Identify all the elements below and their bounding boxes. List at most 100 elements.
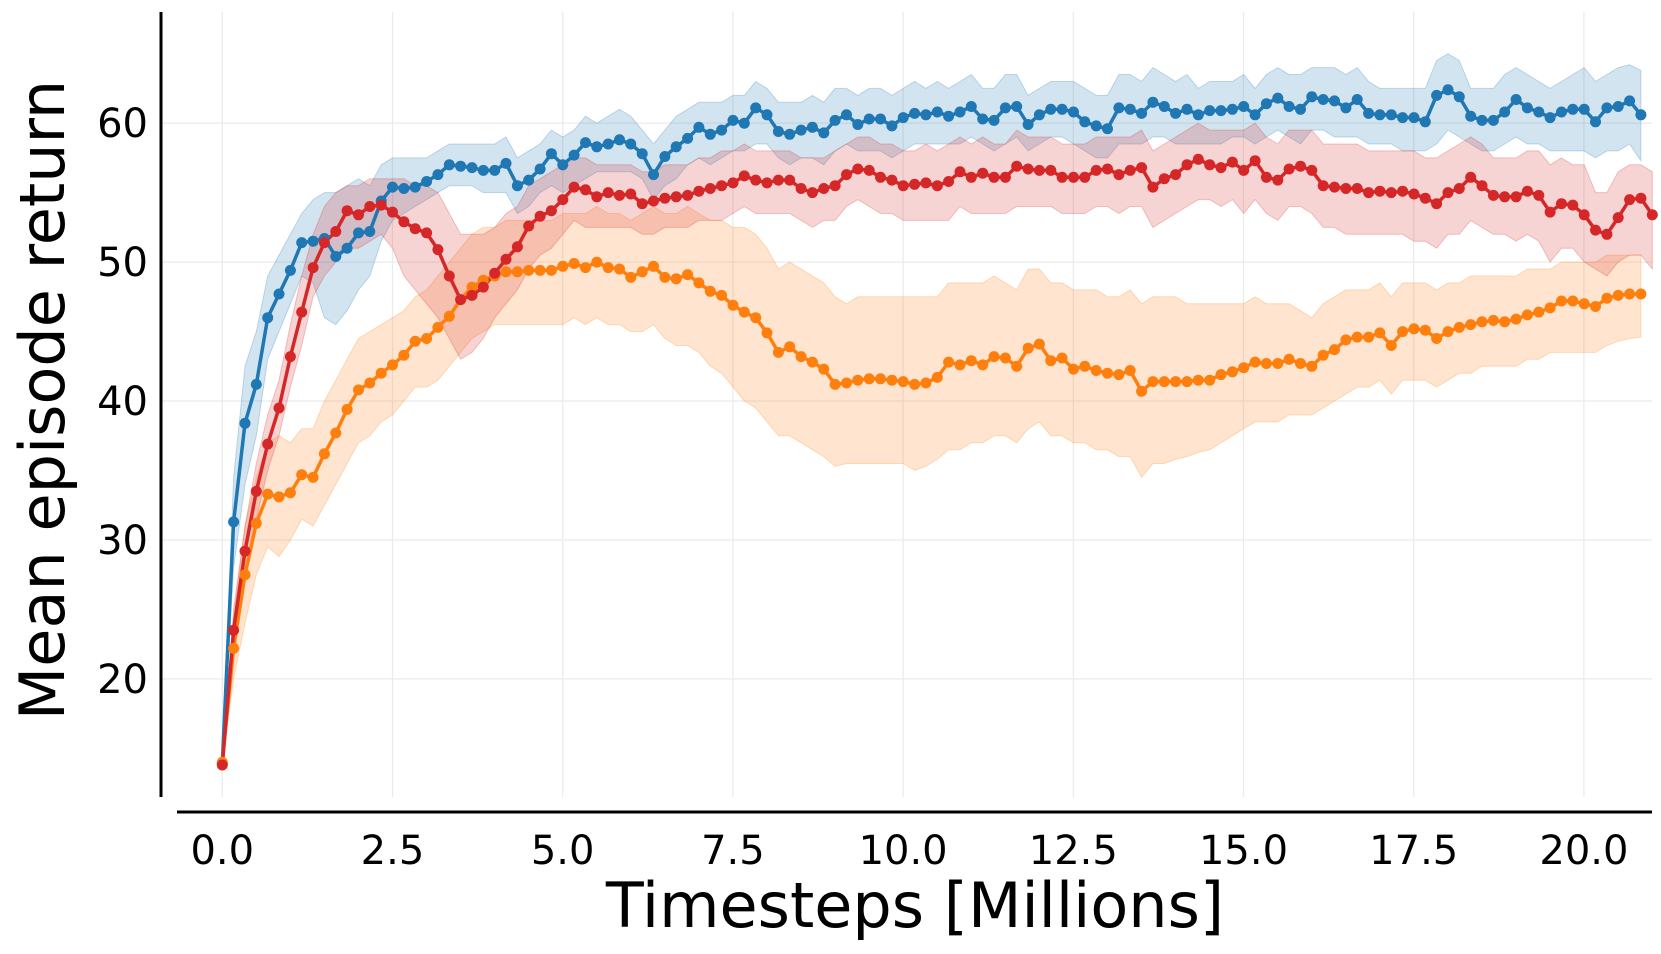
series-1-point: [648, 260, 659, 272]
series-1-point: [1556, 295, 1567, 307]
series-2-point: [682, 189, 694, 201]
series-2-point: [443, 270, 455, 282]
series-1-point: [1510, 313, 1522, 325]
series-0-point: [568, 149, 580, 161]
series-2-point: [772, 174, 784, 186]
series-1-point: [682, 269, 694, 281]
series-0-point: [977, 113, 989, 125]
series-0-point: [1022, 119, 1034, 130]
series-2-point: [432, 244, 444, 256]
series-2-point: [1192, 153, 1204, 165]
series-0-point: [648, 169, 659, 181]
series-0-point: [1385, 109, 1397, 121]
series-1-point: [614, 263, 625, 275]
series-2-point: [852, 163, 864, 175]
series-1-point: [1158, 376, 1170, 388]
series-1-point: [1363, 331, 1375, 343]
series-0-point: [738, 117, 750, 129]
series-2-point: [806, 187, 818, 199]
series-1-point: [1612, 289, 1624, 301]
series-2-point: [1601, 228, 1613, 240]
series-2-point: [318, 237, 330, 249]
series-0-point: [1249, 109, 1261, 121]
series-1-point: [1079, 360, 1091, 372]
series-0-point: [1578, 103, 1590, 115]
series-0-point: [1431, 89, 1443, 101]
series-2-point: [1590, 224, 1601, 236]
series-1-point: [1408, 323, 1420, 335]
y-tick-label: 60: [97, 101, 148, 147]
series-2-point: [1487, 189, 1499, 201]
series-0-point: [364, 226, 376, 237]
x-axis-label: Timesteps [Millions]: [605, 869, 1224, 942]
series-1-point: [999, 352, 1011, 364]
series-0-point: [228, 516, 240, 528]
series-1-point: [1136, 385, 1148, 397]
y-tick-label: 30: [97, 518, 148, 564]
series-0-point: [716, 124, 728, 136]
series-1-point: [1329, 344, 1340, 356]
series-0-point: [1351, 94, 1363, 105]
series-0-point: [1068, 106, 1079, 118]
series-2-point: [1533, 189, 1545, 201]
series-2-point: [1465, 171, 1477, 183]
series-2-point: [920, 177, 932, 189]
series-0-point: [1056, 103, 1068, 115]
series-1-point: [1192, 374, 1204, 386]
series-2-point: [375, 199, 387, 211]
series-1-point: [625, 271, 637, 283]
series-2-point: [886, 174, 898, 186]
series-0-point: [1136, 107, 1148, 119]
x-tick-label: 10.0: [859, 828, 948, 874]
series-2-point: [636, 198, 648, 210]
series-2-point: [557, 194, 569, 206]
series-1-point: [511, 266, 523, 278]
series-2-point: [931, 180, 943, 192]
series-0-point: [1635, 109, 1647, 121]
series-1-point: [568, 258, 580, 269]
series-1-point: [841, 377, 852, 389]
y-axis-label: Mean episode return: [6, 80, 79, 720]
series-2-point: [1521, 185, 1533, 197]
series-2-point: [1124, 164, 1136, 176]
series-1-point: [1272, 358, 1284, 369]
series-0-point: [920, 109, 932, 121]
series-0-point: [931, 106, 943, 118]
series-2-point: [1408, 188, 1420, 200]
series-0-point: [387, 181, 398, 193]
y-tick-label: 40: [97, 379, 148, 425]
series-0-point: [988, 114, 1000, 126]
series-1-point: [1317, 349, 1329, 361]
series-0-point: [1102, 123, 1113, 135]
series-0-point: [1158, 101, 1170, 112]
series-0-point: [545, 148, 557, 160]
series-2-point: [568, 181, 580, 193]
series-0-point: [693, 121, 705, 133]
series-1-point: [1431, 333, 1443, 344]
series-1-point: [659, 271, 671, 283]
series-1-point: [398, 349, 410, 361]
series-1-point: [1181, 376, 1193, 388]
series-1-point: [341, 403, 353, 415]
series-0-point: [1408, 112, 1420, 124]
series-2-point: [1272, 174, 1284, 186]
series-0-point: [1079, 116, 1091, 128]
series-2-point: [943, 176, 955, 187]
series-1-point: [330, 427, 342, 439]
series-2-point: [1045, 164, 1057, 176]
series-1-point: [387, 359, 398, 371]
series-1-point: [1011, 360, 1023, 372]
series-1-point: [1385, 340, 1397, 351]
series-2-point: [353, 209, 364, 221]
series-2-point: [704, 183, 716, 194]
series-2-point: [784, 174, 796, 186]
series-1-point: [250, 517, 262, 529]
series-2-point: [1147, 181, 1159, 193]
series-1-point: [262, 488, 274, 500]
series-2-point: [1329, 181, 1340, 193]
series-1-point: [1601, 292, 1613, 304]
series-1-point: [1147, 376, 1159, 388]
series-1-point: [1374, 327, 1386, 339]
series-0-point: [818, 127, 830, 139]
